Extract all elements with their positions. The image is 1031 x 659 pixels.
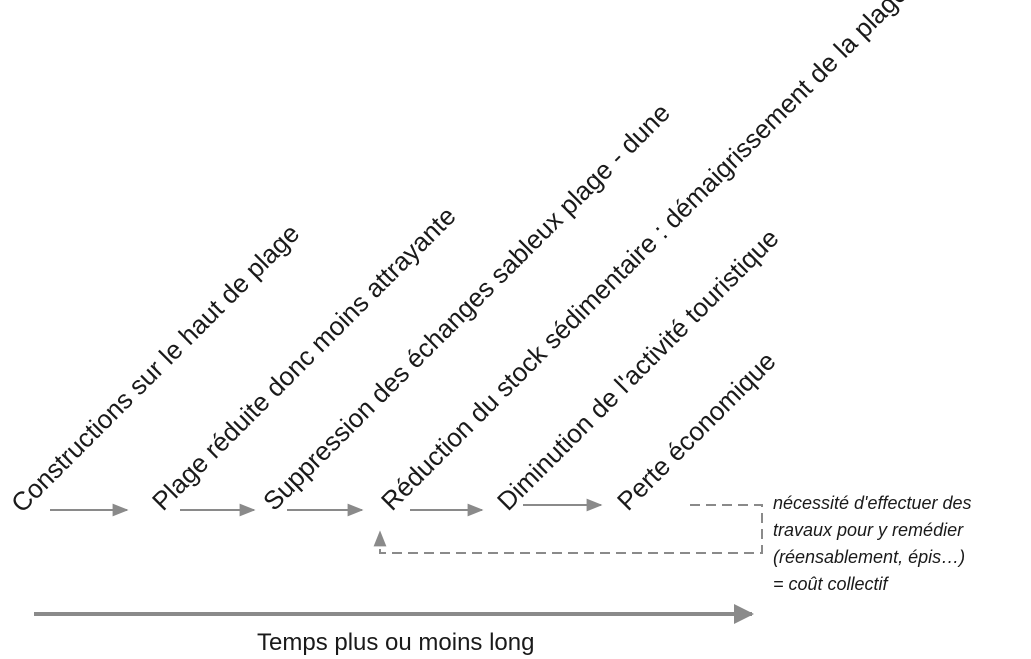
- timeline-label: Temps plus ou moins long: [257, 629, 534, 656]
- note-line-3: (réensablement, épis…): [773, 547, 965, 567]
- step-label-reduction-stock: Réduction du stock sédimentaire : démaig…: [375, 0, 913, 516]
- step-label-constructions: Constructions sur le haut de plage: [5, 218, 305, 518]
- note-line-4: = coût collectif: [773, 574, 890, 594]
- note-line-1: nécessité d'effectuer des: [773, 493, 972, 513]
- step-label-suppression-echanges: Suppression des échanges sableux plage -…: [257, 97, 676, 516]
- feedback-loop-dashed-arrow: [373, 504, 763, 554]
- note-line-2: travaux pour y remédier: [773, 520, 964, 540]
